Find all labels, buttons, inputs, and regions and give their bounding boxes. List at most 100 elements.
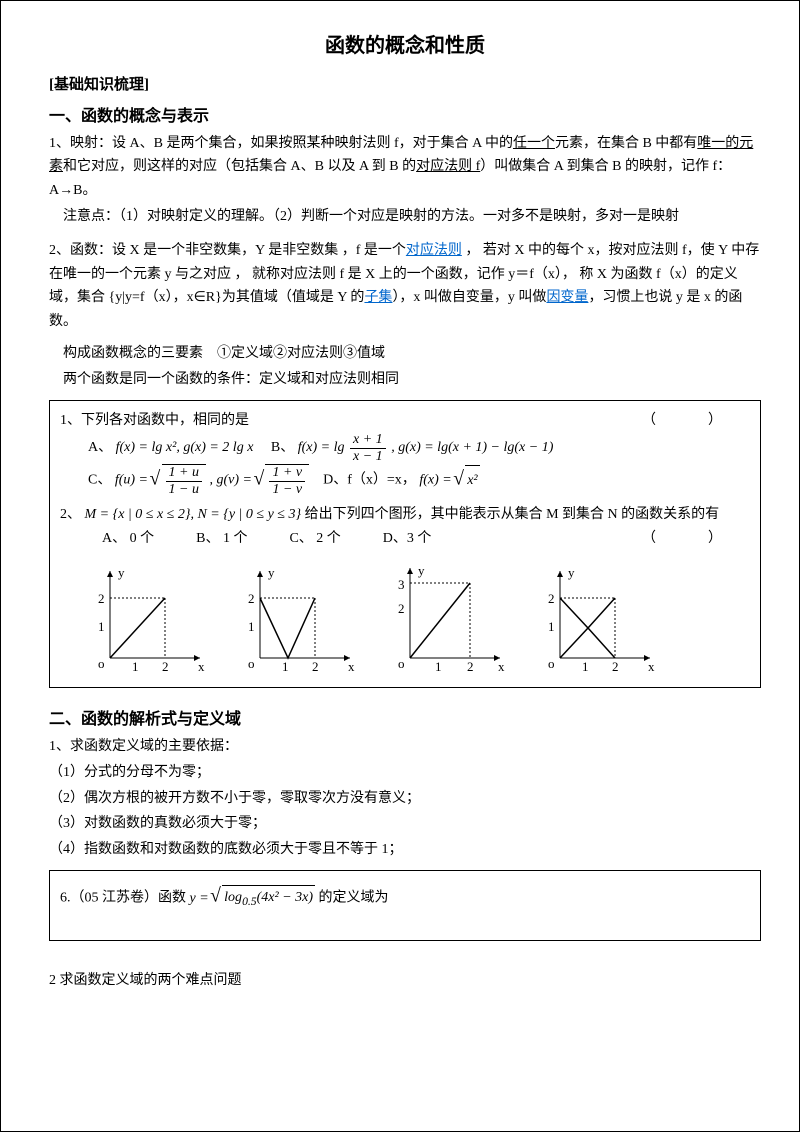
svg-text:2: 2: [312, 659, 319, 673]
paren: （ ）: [642, 409, 730, 433]
optA-f: f(x) = lg x²: [116, 441, 177, 456]
lblB: B、: [271, 441, 294, 456]
svg-text:2: 2: [467, 659, 474, 673]
footer-line: 2 求函数定义域的两个难点问题: [49, 969, 761, 993]
svg-text:x: x: [348, 659, 355, 673]
optC-f: f(u) =: [115, 473, 152, 488]
svg-text:2: 2: [612, 659, 619, 673]
row-ab: A、 f(x) = lg x², g(x) = 2 lg x B、 f(x) =…: [88, 432, 750, 464]
t: 元素，在集合 B 中都有: [555, 136, 697, 151]
q6-text: 6.（05 江苏卷）函数: [60, 891, 190, 906]
sqrt-log: log0.5(4x² − 3x): [212, 885, 315, 912]
q2-set: M = {x | 0 ≤ x ≤ 2}, N = {y | 0 ≤ y ≤ 3}: [85, 507, 302, 522]
svg-text:o: o: [98, 656, 105, 671]
logarg: (4x² − 3x): [257, 890, 313, 905]
svg-text:2: 2: [248, 591, 255, 606]
q1-text: 1、下列各对函数中，相同的是: [60, 413, 249, 428]
s2-l1: （1）分式的分母不为零；: [49, 761, 761, 785]
para-function: 2、函数：设 X 是一个非空数集，Y 是非空数集 ，f 是一个对应法则 ， 若对…: [49, 239, 761, 334]
q1-options: A、 f(x) = lg x², g(x) = 2 lg x B、 f(x) =…: [60, 432, 750, 497]
q1: 1、下列各对函数中，相同的是 （ ）: [60, 409, 750, 433]
s2-l4: （4）指数函数和对数函数的底数必须大于零且不等于 1；: [49, 838, 761, 862]
paren2: （ ）: [642, 527, 730, 551]
para-mapping: 1、映射：设 A、B 是两个集合，如果按照某种映射法则 f，对于集合 A 中的任…: [49, 132, 761, 203]
svg-text:x: x: [648, 659, 655, 673]
graph-2: y x o 2 1 1 2: [240, 563, 360, 673]
para-elements: 构成函数概念的三要素 ①定义域②对应法则③值域: [49, 342, 761, 366]
t: 1、映射：设 A、B 是两个集合，如果按照某种映射法则 f，对于集合 A 中的: [49, 136, 513, 151]
svg-text:1: 1: [582, 659, 589, 673]
svg-text:1: 1: [132, 659, 139, 673]
u: 任一个: [513, 136, 555, 151]
n: 1 + v: [269, 465, 305, 481]
svg-text:2: 2: [98, 591, 105, 606]
svg-text:1: 1: [548, 619, 555, 634]
sqrtD: x²: [455, 465, 479, 497]
t: 2、函数：设 X 是一个非空数集，Y 是非空数集 ，f 是一个: [49, 243, 406, 258]
svg-text:x: x: [498, 659, 505, 673]
sqrtC1: 1 + u1 − u: [152, 464, 206, 497]
s2-p1: 1、求函数定义域的主要依据：: [49, 735, 761, 759]
svg-text:1: 1: [282, 659, 289, 673]
svg-text:2: 2: [162, 659, 169, 673]
sqrtC2: 1 + v1 − v: [255, 464, 309, 497]
svg-text:1: 1: [98, 619, 105, 634]
n: x + 1: [350, 432, 386, 448]
q2a: 2、: [60, 507, 81, 522]
heading-1: 一、函数的概念与表示: [49, 103, 761, 130]
logsub: 0.5: [242, 895, 257, 908]
svg-text:o: o: [248, 656, 255, 671]
n: 1 + u: [166, 465, 202, 481]
lblA: A、: [88, 441, 112, 456]
graphs-row: y x o 2 1 1 2 y: [90, 563, 750, 673]
svg-text:1: 1: [435, 659, 442, 673]
u: 对应法则 f: [416, 159, 480, 174]
page-title: 函数的概念和性质: [49, 29, 761, 63]
exercise-box-2: 6.（05 江苏卷）函数 y = log0.5(4x² − 3x) 的定义域为: [49, 870, 761, 941]
svg-text:2: 2: [548, 591, 555, 606]
q6-formula: y = log0.5(4x² − 3x): [190, 891, 319, 906]
svg-text:y: y: [118, 565, 125, 580]
t: 和它对应，则这样的对应（包括集合 A、B 以及 A 到 B 的: [63, 159, 416, 174]
optB-f: f(x) = lg: [298, 441, 345, 456]
q2: 2、 M = {x | 0 ≤ x ≤ 2}, N = {y | 0 ≤ y ≤…: [60, 503, 750, 527]
d: 1 − v: [269, 482, 305, 497]
optC-g: , g(v) =: [209, 473, 255, 488]
svg-text:2: 2: [398, 601, 405, 616]
para-note: 注意点：（1）对映射定义的理解。（2）判断一个对应是映射的方法。一对多不是映射，…: [49, 205, 761, 229]
para-samefunc: 两个函数是同一个函数的条件：定义域和对应法则相同: [49, 368, 761, 392]
row-cd: C、 f(u) = 1 + u1 − u , g(v) = 1 + v1 − v…: [88, 464, 750, 497]
graph-4: y x o 2 1 1 2: [540, 563, 660, 673]
d: x − 1: [350, 449, 386, 464]
q6-tail: 的定义域为: [319, 891, 389, 906]
svg-text:y: y: [268, 565, 275, 580]
s2-l3: （3）对数函数的真数必须大于零；: [49, 812, 761, 836]
optD-f: f(x) =: [419, 473, 455, 488]
lblC: C、: [88, 473, 111, 488]
graph-1: y x o 2 1 1 2: [90, 563, 210, 673]
link-subset[interactable]: 子集: [364, 290, 392, 305]
svg-text:o: o: [548, 656, 555, 671]
lblD: D、f（x）=x，: [323, 473, 416, 488]
d: 1 − u: [166, 482, 202, 497]
svg-text:x: x: [198, 659, 205, 673]
svg-text:3: 3: [398, 577, 405, 592]
section-label: [基础知识梳理]: [49, 73, 761, 99]
exercise-box-1: 1、下列各对函数中，相同的是 （ ） A、 f(x) = lg x², g(x)…: [49, 400, 761, 688]
svg-text:y: y: [418, 563, 425, 578]
yeq: y =: [190, 891, 213, 906]
heading-2: 二、函数的解析式与定义域: [49, 706, 761, 733]
t: ），x 叫做自变量，y 叫做: [392, 290, 546, 305]
svg-text:y: y: [568, 565, 575, 580]
fracB: x + 1x − 1: [350, 432, 386, 464]
optB-g: , g(x) = lg(x + 1) − lg(x − 1): [391, 441, 553, 456]
q2b: 给出下列四个图形，其中能表示从集合 M 到集合 N 的函数关系的有: [305, 507, 720, 522]
optA-g: , g(x) = 2 lg x: [176, 441, 253, 456]
graph-3: y x o 3 2 1 2: [390, 563, 510, 673]
link-depvar[interactable]: 因变量: [546, 290, 588, 305]
link-rule[interactable]: 对应法则: [406, 243, 462, 258]
rad: x²: [465, 465, 479, 497]
svg-text:1: 1: [248, 619, 255, 634]
s2-l2: （2）偶次方根的被开方数不小于零，零取零次方没有意义；: [49, 787, 761, 811]
svg-text:o: o: [398, 656, 405, 671]
